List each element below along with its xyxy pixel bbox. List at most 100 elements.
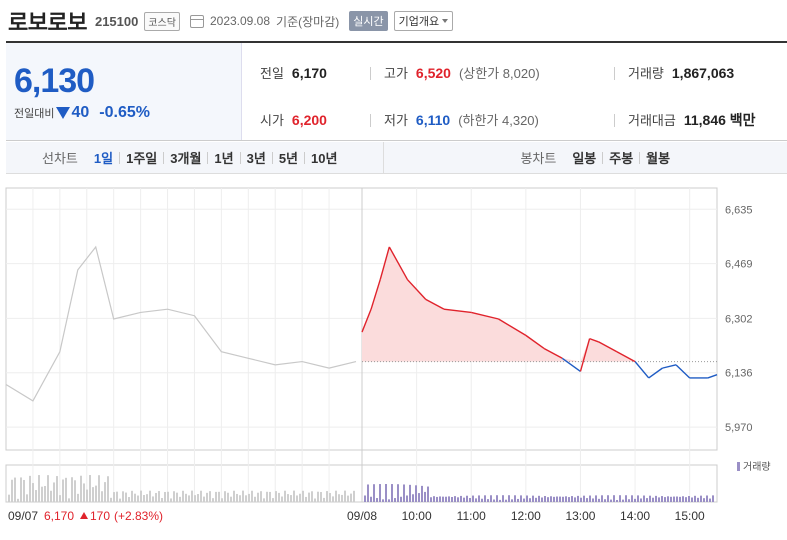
tab-weekly[interactable]: 주봉 [609,151,634,166]
series-segment-today [707,374,718,379]
tab-3m[interactable]: 3개월 [170,151,202,166]
volume-bar [14,477,16,502]
volume-bar [293,490,295,502]
volume-bar [535,497,537,502]
volume-bar [589,495,591,502]
volume-bar [376,498,378,502]
volume-bar [421,485,423,502]
tab-10y[interactable]: 10년 [311,151,338,166]
volume-bar [8,494,10,502]
volume-bar [478,495,480,502]
volume-bar [188,495,190,502]
volume-bar [65,477,67,502]
volume-bar [487,499,489,502]
volume-bar [628,499,630,502]
tab-monthly[interactable]: 월봉 [646,151,671,166]
volume-bar [673,496,675,502]
volume-bar [191,490,193,502]
volume-bar [314,498,316,502]
volume-bar [532,495,534,502]
volume-bar [272,498,274,502]
volume-bar [454,496,456,502]
volume-bar [35,490,37,502]
volume-bar [541,497,543,502]
volume-bar [460,495,462,502]
volume-bar [529,498,531,502]
tab-1y[interactable]: 1년 [214,151,234,166]
volume-bar [137,495,139,502]
volume-bar [194,495,196,502]
volume-bar [634,498,636,502]
series-segment-today [425,298,445,310]
company-overview-dropdown[interactable]: 기업개요 [393,11,454,31]
volume-bar [613,495,615,502]
volume-bar [679,496,681,502]
open-cell: 시가 6,200 [260,110,327,129]
volume-bar [496,495,498,502]
volume-bar [598,498,600,502]
volume-bar [571,496,573,502]
series-line-prev-day [5,245,357,402]
prev-day-close: 6,170 [44,509,74,523]
area-fill-up [362,246,717,362]
realtime-button[interactable]: 실시간 [349,11,388,31]
calendar-icon [189,14,204,28]
volume-bar [664,497,666,502]
volume-bar [502,495,504,502]
volume-bar [128,497,130,502]
volume-bar [320,492,322,502]
volume-bar [439,496,441,502]
volume-bar [284,490,286,502]
stock-code: 215100 [94,13,139,29]
x-tick-label: 15:00 [675,509,705,523]
volume-bar [448,496,450,502]
volume-bar [682,496,684,502]
tab-3y[interactable]: 3년 [246,151,266,166]
volume-bar [131,490,133,502]
volume-bar [403,484,405,502]
tab-5y[interactable]: 5년 [278,151,299,166]
volume-bar [568,497,570,502]
volume-bar [353,490,355,502]
prev-day-change-pct: (+2.83%) [114,509,163,523]
line-chart-label: 선차트 [42,151,78,166]
tab-1d[interactable]: 1일 [93,151,114,166]
volume-bar [224,491,226,502]
volume-bar [344,490,346,502]
volume-bar [83,483,85,502]
volume-bar [275,491,277,502]
quote-date: 2023.09.08 [209,14,271,28]
volume-bar [341,494,343,502]
low-value: 6,110 [415,112,451,128]
high-value: 6,520 [415,65,451,81]
tab-1w[interactable]: 1주일 [126,151,158,166]
series-segment-today [379,246,390,280]
volume-bar [170,498,172,502]
volume-bar [278,492,280,502]
volume-bar [305,496,307,502]
volume-bar [311,491,313,502]
volume-bar [565,496,567,502]
chevron-down-icon [442,19,449,23]
volume-bar [493,499,495,502]
series-segment-today [634,361,650,379]
volume-bar [212,498,214,502]
volume-bar [577,495,579,502]
volume-bar [197,494,199,502]
volume-bar [394,498,396,502]
volume-bar [595,495,597,502]
volume-bar [176,492,178,502]
volume-bar [302,490,304,502]
volume-bar [350,493,352,502]
change-value: 40 [71,104,90,121]
series-segment-today [361,308,372,333]
volume-bar [712,495,714,502]
volume-bar [499,499,501,502]
volume-bar [607,495,609,502]
series-segment-today [471,311,499,320]
volume-bar [161,497,163,502]
volume-bar [649,495,651,502]
tab-daily[interactable]: 일봉 [572,151,597,166]
volume-bar [317,491,319,502]
volume-bar [233,490,235,502]
